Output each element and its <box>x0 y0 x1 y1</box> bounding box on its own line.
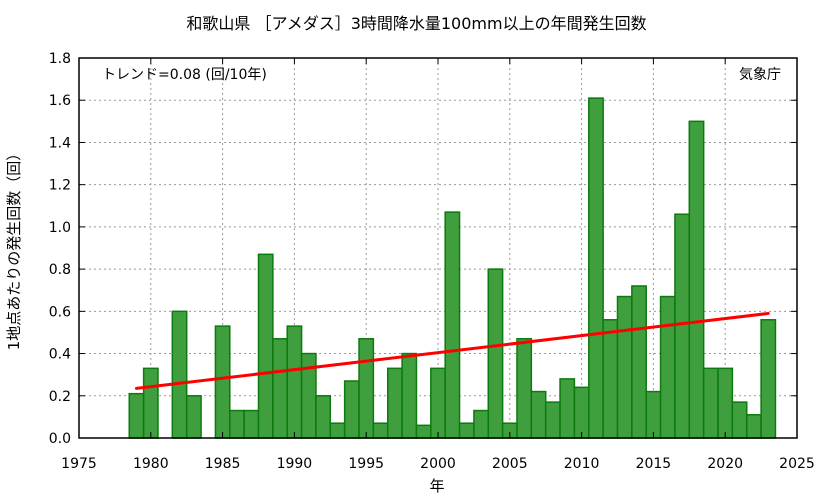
y-tick-label: 0.2 <box>49 389 71 405</box>
x-tick-label: 2010 <box>564 456 600 472</box>
bar <box>602 319 619 439</box>
y-tick-label: 0.4 <box>49 347 71 363</box>
axis-ticks <box>78 57 798 439</box>
bar <box>229 409 245 439</box>
bar <box>185 395 202 439</box>
bar <box>731 401 748 439</box>
bar <box>702 367 719 439</box>
y-tick-label: 1.4 <box>49 135 71 151</box>
bar <box>401 352 418 439</box>
bar <box>659 295 676 439</box>
y-tick-label: 1.6 <box>49 93 71 109</box>
bar <box>473 409 490 439</box>
y-tick-label: 0.6 <box>49 304 71 320</box>
bar <box>458 422 475 439</box>
bar <box>573 386 590 439</box>
y-tick-labels: 0.0 0.2 0.4 0.6 0.8 1.0 1.2 1.4 1.6 1.8 <box>49 51 71 447</box>
bar <box>516 338 533 439</box>
bar <box>372 422 389 439</box>
trend-line-group <box>134 311 770 390</box>
x-tick-label: 1985 <box>205 456 241 472</box>
bar <box>142 367 159 439</box>
x-tick-label: 1990 <box>277 456 313 472</box>
bar <box>588 97 604 439</box>
x-tick-label: 2000 <box>420 456 456 472</box>
bar <box>688 120 705 439</box>
bar <box>544 401 561 439</box>
bar <box>286 325 303 439</box>
x-tick-label: 2005 <box>492 456 528 472</box>
x-tick-label: 2015 <box>636 456 672 472</box>
bar <box>745 414 762 439</box>
x-axis-label: 年 <box>429 477 444 495</box>
bar <box>674 213 691 439</box>
bar <box>171 310 188 439</box>
bar <box>343 380 360 439</box>
bar <box>645 390 662 439</box>
bar <box>430 367 446 439</box>
bar <box>315 395 332 439</box>
y-tick-label: 0.0 <box>49 431 71 447</box>
y-axis-label: 1地点あたりの発生回数（回） <box>5 146 23 351</box>
y-tick-label: 1.0 <box>49 220 71 236</box>
x-tick-label: 1975 <box>61 456 97 472</box>
bar <box>272 338 288 439</box>
bar <box>329 422 346 439</box>
x-tick-label: 2020 <box>707 456 743 472</box>
bar <box>487 268 504 439</box>
bar <box>128 392 145 439</box>
trend-annotation: トレンド=0.08 (回/10年) <box>102 67 267 83</box>
bar <box>358 338 375 439</box>
source-label: 気象庁 <box>739 67 781 83</box>
bar <box>243 409 260 439</box>
x-tick-labels: 1975 1980 1985 1990 1995 2000 2005 2010 2015 2020… <box>61 456 815 472</box>
x-tick-label: 1995 <box>348 456 384 472</box>
bar <box>257 253 274 439</box>
chart-title: 和歌山県 ［アメダス］3時間降水量100mm以上の年間発生回数 <box>186 14 647 33</box>
y-tick-label: 1.2 <box>49 178 71 194</box>
bar <box>717 367 734 439</box>
bar <box>415 424 432 439</box>
bar <box>386 367 403 439</box>
bar <box>760 319 777 439</box>
x-tick-label: 2025 <box>779 456 815 472</box>
y-tick-label: 0.8 <box>49 262 71 278</box>
bar <box>444 211 461 439</box>
bar <box>214 325 231 439</box>
bar-series <box>128 97 777 439</box>
y-tick-label: 1.8 <box>49 51 71 67</box>
bar <box>616 295 633 439</box>
trend-line <box>134 311 770 390</box>
bar <box>530 390 547 439</box>
x-tick-label: 1980 <box>133 456 169 472</box>
bar <box>559 378 576 439</box>
bar <box>631 285 647 439</box>
